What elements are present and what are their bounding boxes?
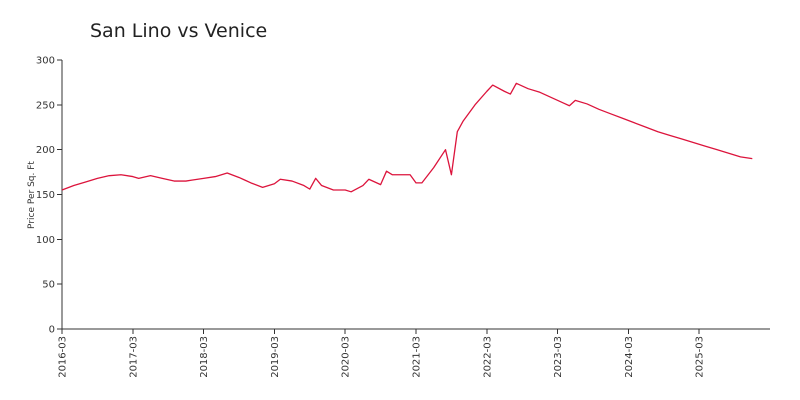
x-tick-label: 2020-03 [341, 336, 352, 378]
y-tick-label: 300 [36, 56, 55, 67]
x-tick-label: 2021-03 [412, 336, 423, 378]
x-tick-label: 2023-03 [553, 336, 564, 378]
chart-title: San Lino vs Venice [90, 20, 268, 42]
y-tick-label: 150 [36, 190, 55, 201]
y-tick-label: 200 [36, 145, 55, 156]
y-tick-label: 250 [36, 100, 55, 111]
y-axis-title: Price Per Sq. Ft [27, 161, 37, 229]
y-tick-label: 50 [42, 280, 55, 291]
x-tick-label: 2017-03 [128, 336, 139, 378]
series-line [61, 82, 753, 193]
x-tick-label: 2022-03 [482, 336, 493, 378]
x-tick-label: 2019-03 [270, 336, 281, 378]
y-tick-label: 100 [36, 235, 55, 246]
x-tick-label: 2016-03 [58, 336, 69, 378]
x-tick-label: 2018-03 [199, 336, 210, 378]
x-tick-label: 2025-03 [695, 336, 706, 378]
plot-area [61, 82, 753, 193]
x-tick-label: 2024-03 [624, 336, 635, 378]
y-axis: 0 50 100 150 200 250 300 [36, 56, 63, 336]
x-axis: 2016-03 2017-03 2018-03 2019-03 2020-03 2021-… [58, 328, 770, 378]
y-tick-label: 0 [49, 325, 55, 336]
